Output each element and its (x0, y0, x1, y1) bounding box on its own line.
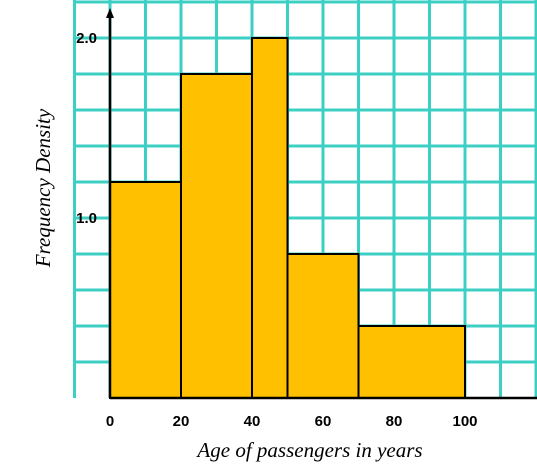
histogram-bar-5 (357, 325, 466, 399)
histogram-bar-2 (180, 73, 253, 399)
tick-labels: 0 20 40 60 80 100 1.0 2.0 (76, 30, 477, 430)
x-tick-label: 20 (173, 413, 190, 430)
histogram-bar-1 (109, 181, 182, 399)
x-tick-label: 60 (315, 413, 332, 430)
x-tick-label: 40 (244, 413, 261, 430)
histogram-bar-4 (286, 253, 360, 399)
axes (106, 8, 537, 400)
y-axis-arrowhead (106, 8, 114, 18)
x-tick-label: 80 (386, 413, 403, 430)
y-tick-label: 1.0 (76, 210, 97, 227)
x-axis-title: Age of passengers in years (195, 438, 422, 462)
y-tick-label: 2.0 (76, 30, 97, 47)
x-tick-label: 100 (452, 413, 477, 430)
x-tick-label: 0 (106, 413, 114, 430)
histogram-bar-3 (251, 37, 289, 399)
y-axis-title: Frequency Density (31, 108, 55, 268)
